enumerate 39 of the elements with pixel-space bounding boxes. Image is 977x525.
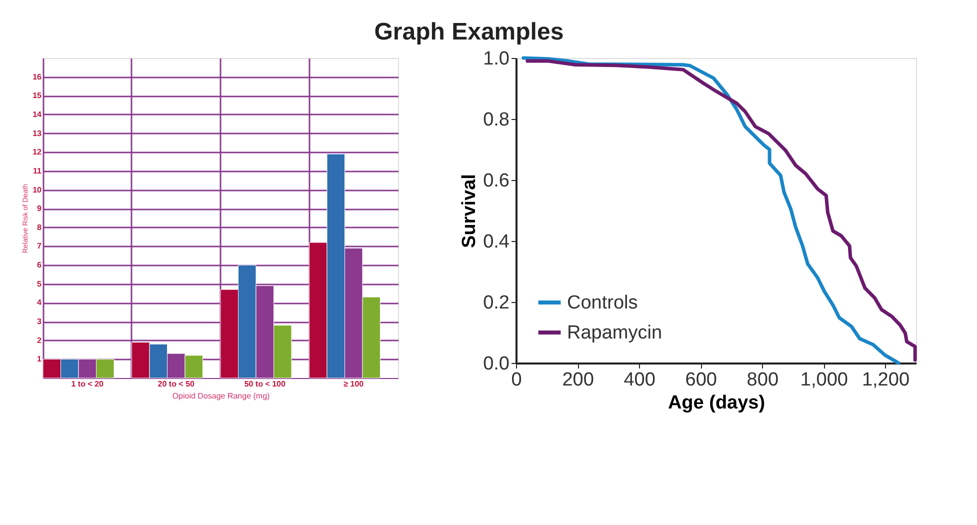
x-tick-label: ≥ 100 (344, 380, 364, 388)
y-tick-label: 0.0 (483, 354, 510, 374)
y-tick-label: 11 (33, 166, 42, 176)
x-tick-label: 1,000 (800, 370, 848, 390)
legend-label: Controls (567, 292, 638, 314)
y-tick-label: 1.0 (483, 48, 510, 70)
y-tick-label: 0.8 (483, 110, 510, 130)
y-tick-label: 2 (37, 336, 42, 345)
y-tick-label: 4 (37, 298, 42, 308)
x-tick-label: 800 (746, 370, 779, 390)
y-tick-label: 16 (32, 72, 42, 82)
y-tick-label: 1 (37, 354, 42, 364)
x-tick-label: 1,200 (862, 370, 910, 390)
y-tick-label: 13 (32, 128, 42, 138)
y-tick-label: 0.2 (483, 292, 510, 314)
y-tick-label: 12 (32, 148, 42, 157)
x-tick-label: 50 to < 100 (244, 380, 286, 388)
y-tick-label: 14 (32, 110, 42, 119)
x-tick-label: 1 to < 20 (71, 380, 104, 388)
y-tick-label: 15 (32, 91, 42, 100)
y-tick-label: 8 (37, 222, 42, 232)
y-axis-title: Survival (459, 174, 480, 248)
y-tick-label: 0.6 (483, 170, 510, 192)
y-tick-label: 10 (32, 185, 42, 194)
text: Graph Examples (374, 18, 564, 46)
y-tick-label: 5 (37, 279, 42, 288)
y-tick-label: 0.4 (483, 232, 510, 252)
x-tick-label: 600 (685, 370, 717, 390)
legend-label: Rapamycin (567, 322, 662, 344)
y-tick-label: 9 (37, 204, 42, 214)
x-axis-title: Age (days) (668, 392, 766, 414)
x-tick-label: 200 (562, 370, 594, 390)
x-tick-label: 0 (511, 370, 522, 390)
x-axis-title: Opioid Dosage Range (mg) (172, 392, 270, 400)
x-tick-label: 400 (624, 370, 656, 390)
y-tick-label: 7 (37, 242, 42, 251)
y-tick-label: 3 (37, 317, 42, 326)
y-tick-label: 6 (37, 260, 42, 270)
x-tick-label: 20 to < 50 (158, 380, 196, 388)
